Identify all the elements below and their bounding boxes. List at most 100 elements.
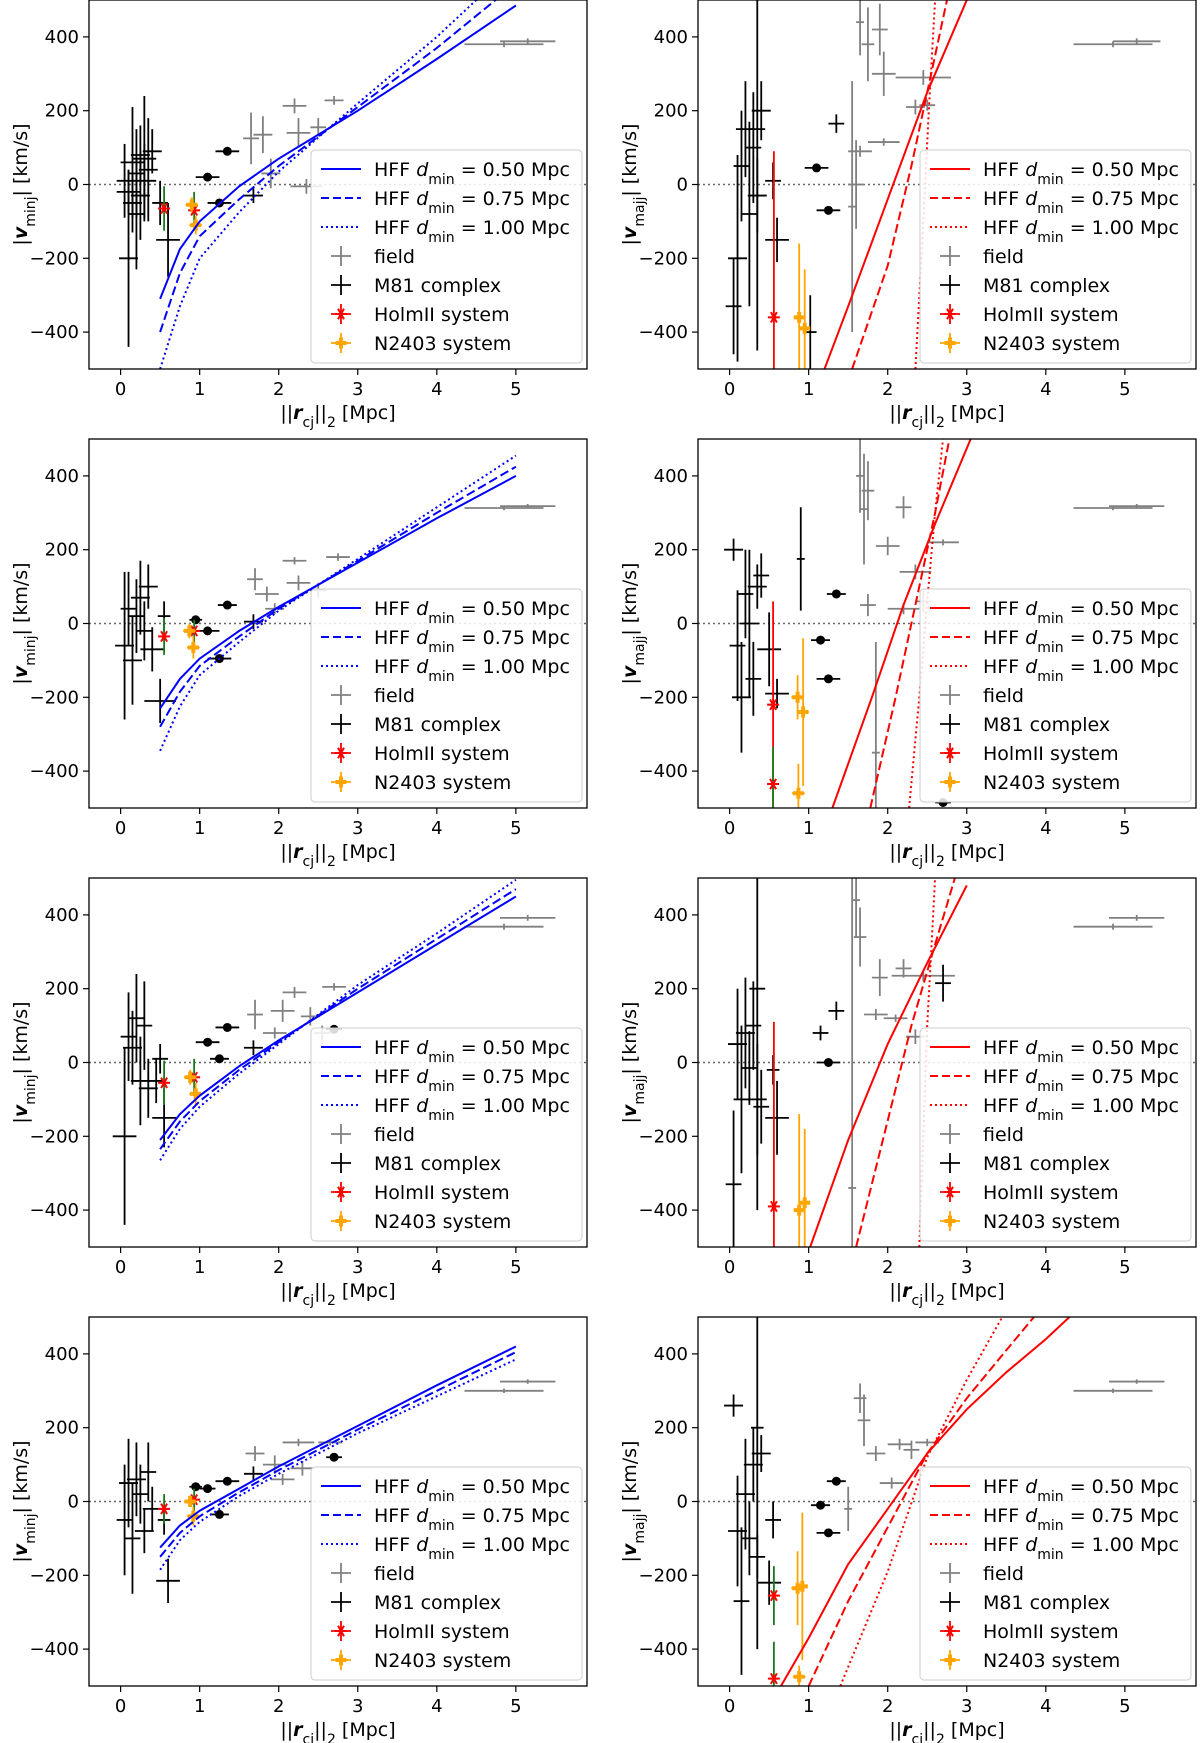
legend-label: HFF dmin = 0.50 Mpc xyxy=(983,1037,1179,1066)
y-tick-label: 200 xyxy=(654,540,688,561)
y-tick-label: 0 xyxy=(677,1053,688,1074)
legend-label: HFF dmin = 0.50 Mpc xyxy=(374,598,570,627)
field-point-3 xyxy=(853,907,867,967)
field-point-8 xyxy=(883,1014,908,1022)
n2403-point-0 xyxy=(183,623,196,639)
n2403-point-2 xyxy=(796,1512,808,1661)
hff-curve-dashed xyxy=(159,888,517,1150)
m81-point-12 xyxy=(142,129,162,174)
x-tick-label: 5 xyxy=(1119,379,1130,400)
legend-box xyxy=(919,149,1192,364)
legend-handle-holm xyxy=(331,743,351,763)
legend-handle-field xyxy=(331,685,351,705)
field-point-9 xyxy=(848,878,857,1247)
legend-label: field xyxy=(983,685,1024,707)
field-point-4 xyxy=(245,1446,265,1461)
x-axis-label: ||rcj||2 [Mpc] xyxy=(889,402,1004,431)
m81-point-10 xyxy=(804,163,829,173)
x-tick-label: 0 xyxy=(724,1696,735,1717)
m81-point-10 xyxy=(812,1025,829,1041)
legend-label: M81 complex xyxy=(983,275,1110,297)
m81-point-8 xyxy=(757,612,781,687)
m81-point-4 xyxy=(130,1036,150,1126)
hff-curve-dotted xyxy=(159,878,517,1161)
n2403-point-0 xyxy=(791,675,804,720)
legend-label: M81 complex xyxy=(983,1153,1110,1175)
m81-point-13 xyxy=(156,202,180,277)
y-axis-label: |vmajj| [km/s] xyxy=(619,563,648,685)
legend-label: HolmII system xyxy=(983,1182,1119,1204)
legend-label: N2403 system xyxy=(983,333,1120,355)
m81-point-2 xyxy=(733,1025,750,1174)
legend-handle-field xyxy=(331,1563,351,1583)
y-tick-label: −400 xyxy=(30,322,79,343)
field-point-7 xyxy=(310,118,327,137)
legend-handle-field xyxy=(940,685,960,705)
field-point-1 xyxy=(500,503,556,509)
m81-point-5 xyxy=(745,92,762,203)
field-point-5 xyxy=(887,1438,912,1450)
legend-handle-m81 xyxy=(940,1153,960,1173)
x-tick-label: 4 xyxy=(1040,1257,1051,1278)
m81-point-11 xyxy=(828,1001,845,1021)
m81-point-12 xyxy=(816,674,841,684)
m81-point-0 xyxy=(116,1464,133,1576)
legend-handle-m81 xyxy=(940,275,960,295)
legend-handle-field xyxy=(940,1124,960,1144)
y-tick-label: 400 xyxy=(45,27,79,48)
plot-area xyxy=(116,0,556,369)
panel-major-row4: 0 1 2 3 4 5 −400 −200 0 200 400 ||rcj||2 [Mpc] |vmaj… xyxy=(619,1316,1197,1743)
legend-handle-n2403 xyxy=(331,772,351,792)
holm-point-0 xyxy=(158,1060,171,1105)
legend-box xyxy=(919,1027,1192,1242)
x-tick-label: 3 xyxy=(352,379,363,400)
legend-label: HolmII system xyxy=(374,1621,510,1643)
m81-point-13 xyxy=(796,507,805,611)
n2403-point-1 xyxy=(799,1128,811,1247)
field-point-1 xyxy=(1109,914,1165,921)
field-point-2 xyxy=(856,0,864,56)
m81-point-8 xyxy=(765,1080,789,1155)
field-point-0 xyxy=(464,923,544,930)
m81-point-2 xyxy=(122,1010,142,1085)
m81-point-8 xyxy=(156,1558,180,1603)
legend-handle-m81 xyxy=(331,714,351,734)
x-tick-label: 5 xyxy=(1119,1696,1130,1717)
field-point-0 xyxy=(1073,41,1153,48)
legend-label: HFF dmin = 0.75 Mpc xyxy=(983,1505,1179,1534)
legend-handle-n2403 xyxy=(940,1211,960,1231)
field-point-6 xyxy=(286,118,311,148)
m81-point-6 xyxy=(116,143,133,218)
m81-point-9 xyxy=(765,1501,781,1539)
n2403-point-2 xyxy=(797,638,809,786)
field-point-0 xyxy=(464,1388,544,1394)
y-tick-label: −400 xyxy=(30,761,79,782)
m81-point-12 xyxy=(209,1054,229,1064)
m81-point-2 xyxy=(731,641,751,753)
field-point-9 xyxy=(860,593,876,617)
field-point-12 xyxy=(848,81,857,333)
y-tick-label: 400 xyxy=(654,466,688,487)
m81-point-11 xyxy=(132,143,157,218)
n2403-point-1 xyxy=(799,269,811,369)
legend-label: HFF dmin = 1.00 Mpc xyxy=(374,1095,570,1124)
field-point-6 xyxy=(875,536,900,556)
legend-box xyxy=(919,1466,1192,1681)
hff-curve-dashed xyxy=(851,0,948,369)
legend-label: N2403 system xyxy=(374,333,511,355)
m81-point-1 xyxy=(120,571,137,646)
x-tick-label: 2 xyxy=(273,379,284,400)
m81-point-12 xyxy=(816,1528,841,1538)
legend-handle-m81 xyxy=(940,714,960,734)
y-axis-label: |vminj| [km/s] xyxy=(10,123,39,245)
legend-label: HFF dmin = 0.50 Mpc xyxy=(983,1476,1179,1505)
legend-label: M81 complex xyxy=(983,1592,1110,1614)
m81-point-12 xyxy=(209,1509,229,1519)
x-tick-label: 1 xyxy=(194,1257,205,1278)
legend-box xyxy=(919,588,1192,803)
x-axis-label: ||rcj||2 [Mpc] xyxy=(280,1280,395,1309)
y-tick-label: −200 xyxy=(639,1565,688,1586)
m81-point-5 xyxy=(136,981,153,1070)
